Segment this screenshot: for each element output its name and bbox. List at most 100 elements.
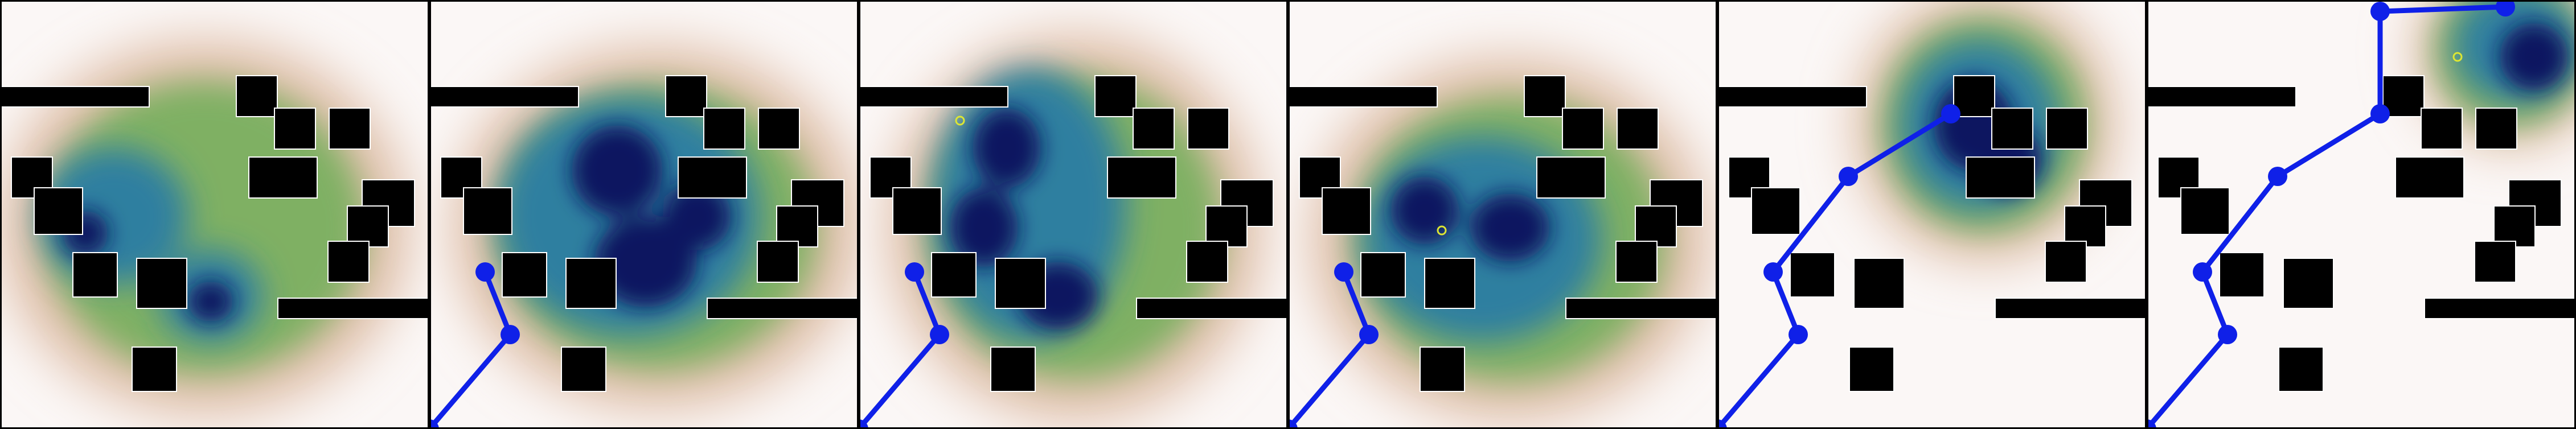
panel-3 [859, 0, 1288, 429]
trajectory-node [1288, 419, 1298, 429]
density-peak [663, 182, 731, 250]
density-peak [188, 281, 233, 322]
panel-3-plot [859, 0, 1288, 429]
wall-obstacle [429, 86, 579, 108]
block-obstacle [1187, 108, 1229, 150]
panel-4-plot [1288, 0, 1717, 429]
wall-obstacle [277, 298, 429, 319]
block-obstacle [72, 252, 118, 298]
trajectory-node [2268, 167, 2287, 186]
wall-obstacle [2147, 86, 2296, 108]
density-peaks [1390, 176, 1550, 262]
block-obstacle [2474, 241, 2516, 283]
trajectory-node [475, 262, 495, 282]
block-obstacle [132, 346, 177, 392]
trajectory-node [2193, 262, 2212, 282]
block-obstacle [1360, 252, 1406, 298]
density-peak [572, 125, 663, 216]
block-obstacle [1107, 156, 1176, 199]
block-obstacle [995, 258, 1046, 309]
density-peak [973, 108, 1041, 188]
block-obstacle [1205, 205, 1248, 248]
panel-6-plot [2147, 0, 2576, 429]
block-obstacle [1322, 187, 1371, 235]
block-obstacle [2395, 156, 2464, 199]
trajectory-node [2147, 419, 2156, 429]
block-obstacle [327, 241, 370, 283]
goal-marker [1437, 225, 1447, 236]
block-obstacle [931, 252, 977, 298]
trajectory-node [1359, 325, 1379, 344]
wall-obstacle [1288, 86, 1438, 108]
block-obstacle [1751, 187, 1800, 235]
panel-border [1717, 0, 2147, 429]
panel-6 [2147, 0, 2576, 429]
block-obstacle [1617, 108, 1659, 150]
block-obstacle [1991, 108, 2033, 150]
block-obstacle [2493, 205, 2536, 248]
wall-obstacle [1565, 298, 1717, 319]
trajectory-node [859, 419, 868, 429]
block-obstacle [1953, 75, 1995, 117]
block-obstacle [502, 252, 547, 298]
panel-border [0, 0, 429, 429]
block-obstacle [1133, 108, 1175, 150]
density-peak [2500, 23, 2568, 91]
panel-5 [1717, 0, 2147, 429]
density-peak [594, 216, 697, 307]
density-peak [950, 188, 1018, 267]
panel-border [2147, 0, 2576, 429]
trajectory-node [2370, 104, 2390, 123]
block-obstacle [2283, 258, 2334, 309]
wall-obstacle [1136, 298, 1288, 319]
block-obstacle [2421, 108, 2463, 150]
block-obstacle [703, 108, 745, 150]
trajectory-node [1839, 167, 1858, 186]
block-obstacle [1966, 156, 2035, 199]
trajectory-node [2218, 325, 2237, 344]
wall-obstacle [1717, 86, 1867, 108]
trajectory-node [2370, 2, 2390, 21]
block-obstacle [248, 156, 318, 199]
panel-4 [1288, 0, 1717, 429]
block-obstacle [757, 241, 799, 283]
panel-border [429, 0, 859, 429]
block-obstacle [1635, 205, 1677, 248]
block-obstacle [347, 205, 389, 248]
density-peak [1470, 193, 1550, 262]
block-obstacle [758, 108, 800, 150]
block-obstacle [2475, 108, 2517, 150]
wall-obstacle [2424, 298, 2576, 319]
block-obstacle [2046, 108, 2088, 150]
trajectory-node [1941, 104, 1960, 123]
block-obstacle [678, 156, 747, 199]
trajectory-node [1789, 325, 1808, 344]
block-obstacle [1424, 258, 1475, 309]
block-obstacle [2180, 187, 2230, 235]
block-obstacle [1094, 75, 1137, 117]
panel-1 [0, 0, 429, 429]
trajectory-node [930, 325, 949, 344]
panel-1-plot [0, 0, 429, 429]
trajectory-node [1717, 419, 1727, 429]
block-obstacle [665, 75, 707, 117]
wall-obstacle [859, 86, 1008, 108]
block-obstacle [34, 187, 83, 235]
block-obstacle [1420, 346, 1465, 392]
block-obstacle [990, 346, 1036, 392]
trajectory-node [2496, 0, 2515, 16]
block-obstacle [561, 346, 606, 392]
block-obstacle [1186, 241, 1228, 283]
goal-marker [955, 116, 965, 126]
trajectory-node [429, 419, 439, 429]
block-obstacle [565, 258, 617, 309]
block-obstacle [1536, 156, 1606, 199]
block-obstacle [136, 258, 187, 309]
trajectory-node [1334, 262, 1353, 282]
block-obstacle [1790, 252, 1835, 298]
block-obstacle [776, 205, 818, 248]
panel-2 [429, 0, 859, 429]
block-obstacle [892, 187, 942, 235]
block-obstacle [2278, 346, 2324, 392]
